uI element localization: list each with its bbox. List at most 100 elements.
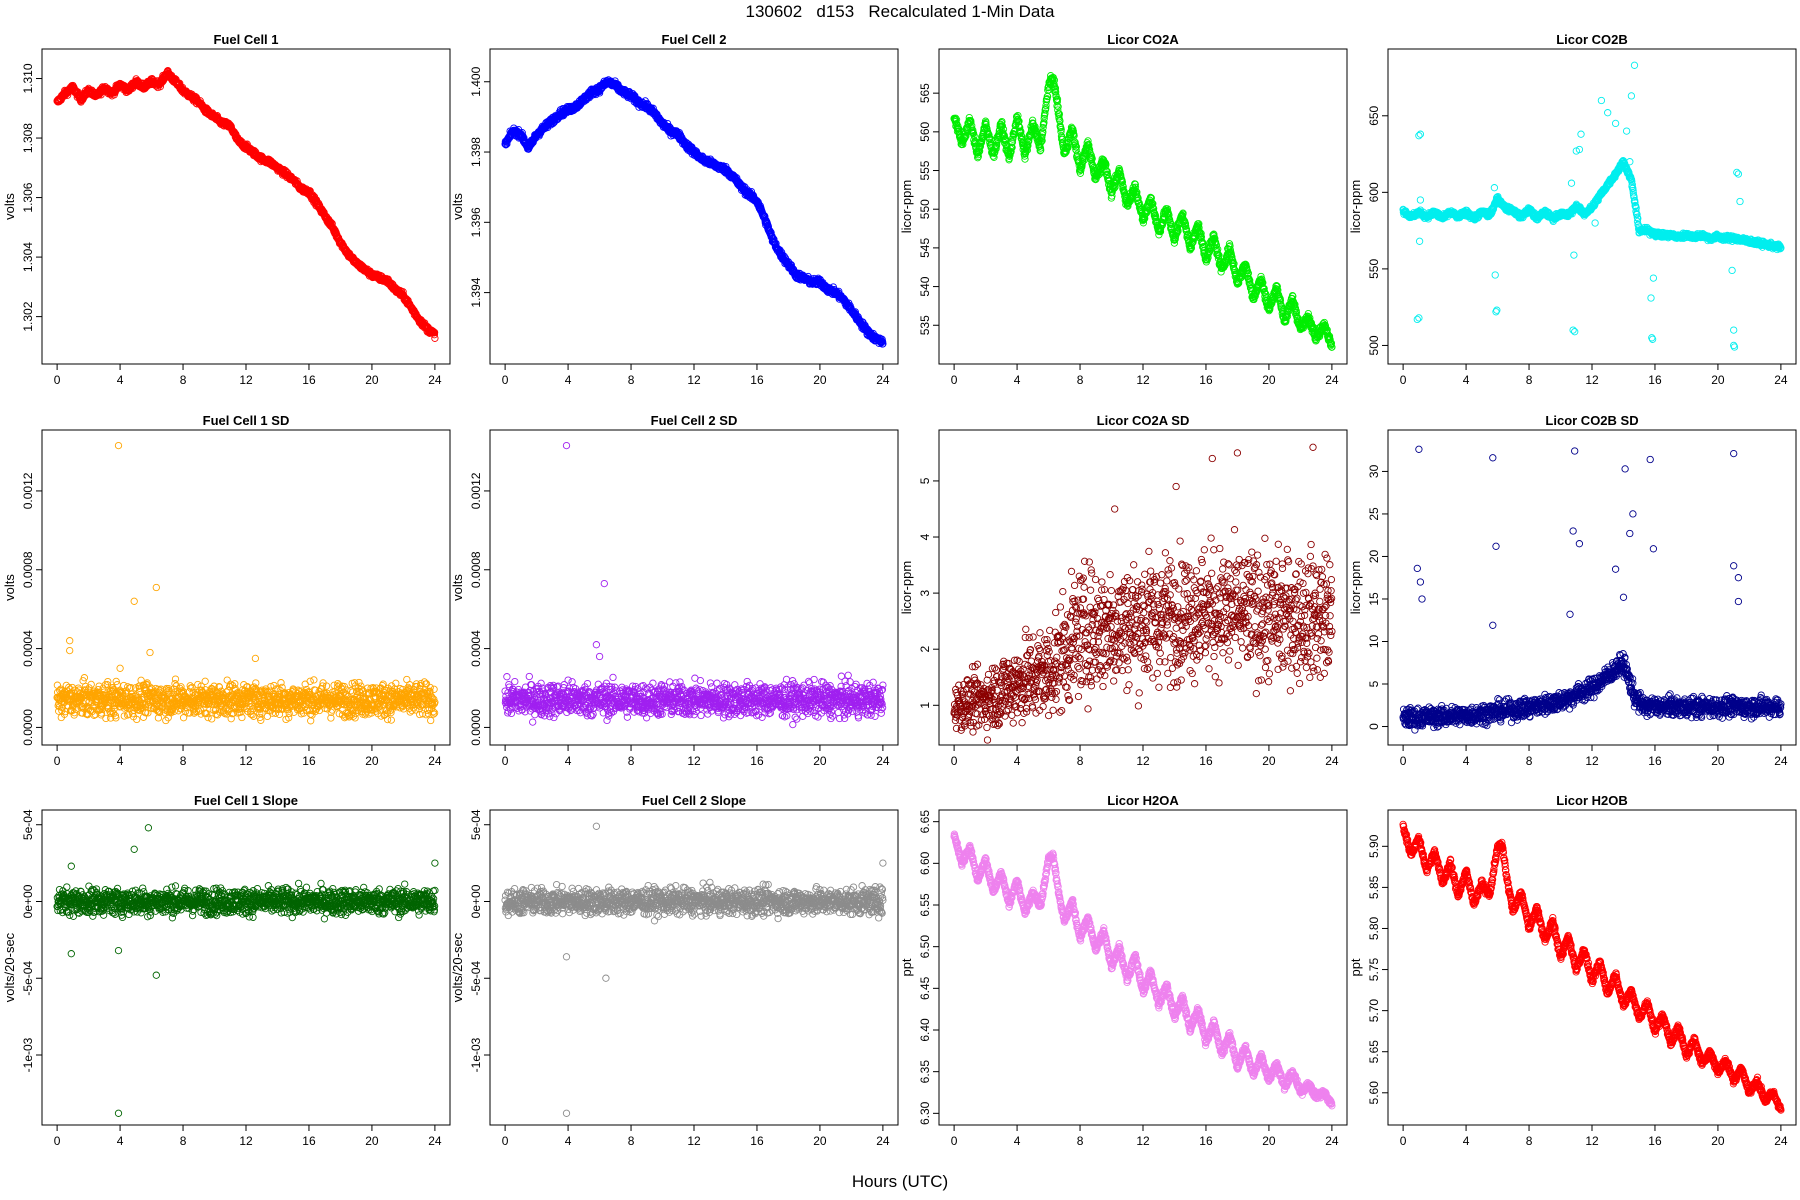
data-point [770, 235, 778, 243]
y-axis-label: volts [2, 193, 17, 220]
data-point [1205, 247, 1214, 255]
data-point [1024, 142, 1032, 150]
y-axis-label: licor-ppm [899, 180, 914, 233]
y-tick-label: 1.400 [469, 66, 483, 96]
data-point [431, 334, 439, 342]
data-point [1228, 253, 1236, 261]
data-point [1104, 173, 1113, 182]
x-tick-label: 16 [1648, 373, 1662, 387]
data-point [998, 117, 1006, 126]
data-point [1273, 282, 1281, 291]
data-point [1195, 220, 1203, 228]
data-point [1149, 205, 1158, 213]
data-point [1165, 211, 1173, 219]
x-tick-label: 12 [239, 373, 253, 387]
data-point [969, 126, 977, 134]
x-tick-label: 20 [1711, 373, 1725, 387]
data-point [430, 328, 439, 337]
data-point [1007, 147, 1015, 156]
data-point [1197, 233, 1206, 241]
x-tick-label: 8 [1077, 373, 1084, 387]
data-point [1069, 127, 1077, 135]
data-point [1085, 146, 1094, 154]
y-tick-label: 1.306 [21, 182, 35, 212]
data-point [1053, 98, 1061, 106]
data-point [990, 153, 998, 161]
x-tick-label: 20 [365, 373, 379, 387]
x-tick-label: 16 [750, 373, 764, 387]
data-point [1008, 143, 1016, 152]
data-point [1062, 148, 1070, 156]
x-tick-label: 12 [687, 373, 701, 387]
data-point [1165, 215, 1174, 224]
data-point [1226, 242, 1234, 250]
x-tick-label: 0 [951, 373, 958, 387]
data-point [1277, 302, 1286, 310]
data-point [1111, 183, 1119, 191]
data-point [879, 340, 887, 348]
data-point [1085, 141, 1093, 149]
panel-title: Fuel Cell 1 [213, 32, 278, 47]
data-point [1116, 168, 1124, 176]
data-point [1053, 95, 1062, 103]
x-tick-label: 24 [1325, 373, 1339, 387]
data-point [1054, 103, 1062, 111]
x-tick-label: 24 [1774, 373, 1788, 387]
y-tick-label: 560 [918, 122, 932, 142]
data-point [1262, 290, 1270, 298]
x-tick-label: 20 [1262, 373, 1276, 387]
data-point [975, 148, 983, 156]
data-point [992, 141, 1001, 149]
x-tick-label: 4 [1014, 373, 1021, 387]
x-tick-label: 24 [428, 373, 442, 387]
data-point [1174, 227, 1182, 235]
data-point [1134, 194, 1142, 202]
panel-title: Licor CO2B [1556, 32, 1628, 47]
x-tick-label: 12 [1136, 373, 1150, 387]
data-point [1014, 118, 1023, 126]
data-point [976, 143, 984, 151]
y-tick-label: 1.310 [21, 63, 35, 93]
data-point [1023, 146, 1032, 154]
x-tick-label: 0 [1400, 373, 1407, 387]
data-point [1003, 143, 1011, 151]
data-point [1051, 83, 1059, 91]
point-layer [501, 76, 887, 348]
y-tick-label: 550 [1367, 259, 1381, 279]
data-point [1258, 275, 1266, 283]
data-point [1229, 258, 1237, 267]
y-tick-label: 650 [1367, 105, 1381, 125]
data-point [649, 104, 657, 112]
x-tick-label: 8 [180, 373, 187, 387]
data-point [1204, 254, 1212, 262]
data-point [1039, 124, 1047, 132]
x-tick-label: 12 [1585, 373, 1599, 387]
figure-title: 130602 d153 Recalculated 1-Min Data [745, 2, 1055, 21]
y-tick-label: 550 [918, 199, 932, 219]
x-tick-label: 24 [876, 373, 890, 387]
plot-frame [41, 48, 451, 365]
data-point [1197, 229, 1205, 238]
y-tick-label: 1.394 [469, 277, 483, 307]
data-point [1054, 106, 1062, 114]
x-tick-label: 4 [1463, 373, 1470, 387]
data-point [1072, 143, 1081, 151]
y-axis-label: licor-ppm [1348, 180, 1363, 233]
y-tick-label: 1.398 [469, 137, 483, 167]
data-point [1167, 220, 1176, 229]
data-point [1170, 239, 1179, 247]
y-tick-label: 1.308 [21, 123, 35, 153]
data-point [1040, 114, 1048, 123]
x-tick-label: 0 [502, 373, 509, 387]
data-point [985, 131, 993, 139]
point-layer [1399, 61, 1785, 351]
y-tick-label: 545 [918, 238, 932, 258]
data-point [1283, 312, 1292, 320]
data-point [399, 288, 407, 296]
data-point [1000, 131, 1008, 140]
data-point [1276, 296, 1285, 305]
x-tick-label: 4 [565, 373, 572, 387]
